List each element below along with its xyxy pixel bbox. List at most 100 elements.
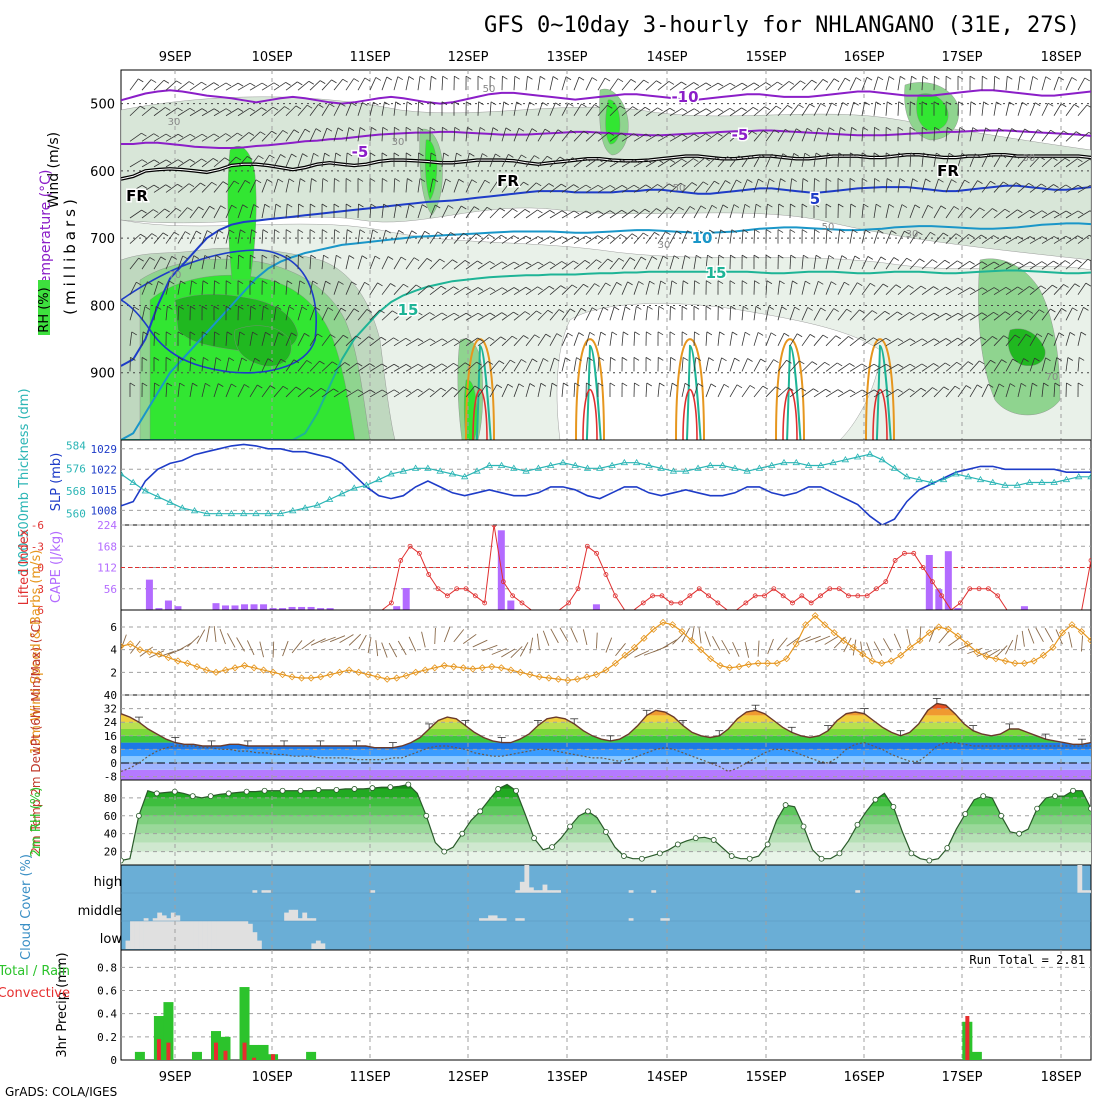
wind10m-barb <box>873 641 883 656</box>
wind-barb-feather <box>284 106 290 110</box>
wind-barb-feather <box>910 152 917 157</box>
wind-barb-feather <box>286 280 293 285</box>
wind10m-point <box>374 673 382 681</box>
wind-barb-feather <box>624 306 631 310</box>
thickness-point <box>706 461 715 468</box>
wind-barb <box>825 281 832 295</box>
wind-barb <box>285 359 295 372</box>
wind-barb <box>681 82 694 91</box>
wind-barb <box>573 308 582 321</box>
lifted-index-point <box>444 593 450 599</box>
wind-barb-feather <box>1072 307 1078 312</box>
wind-barb-feather <box>801 203 808 208</box>
wind-barb <box>729 306 732 321</box>
wind-barb-feather <box>461 205 467 210</box>
wind-barb <box>621 281 628 295</box>
wind-barb <box>537 210 550 219</box>
wind-barb-feather <box>597 184 604 189</box>
wind-barb-feather <box>320 387 327 392</box>
wind-barb <box>345 389 359 398</box>
rh2m-point <box>728 853 735 859</box>
pressure-axis-title: (millibars) <box>61 195 79 315</box>
wind-barb-feather <box>985 127 991 132</box>
cloud-bar-high <box>551 890 557 893</box>
wind-barb-feather <box>904 230 910 235</box>
wind-barb <box>933 286 946 296</box>
wind-barb <box>693 280 696 295</box>
wind-barb <box>1065 158 1078 168</box>
wind-barb <box>357 363 370 372</box>
cloud-bar-high <box>515 890 521 893</box>
wind-barb-feather <box>1056 357 1062 361</box>
wind-barb-feather <box>780 178 786 182</box>
lifted-index-point <box>846 593 851 599</box>
wind-barb-feather <box>518 127 525 132</box>
wind-barb <box>609 331 613 346</box>
wind-barb <box>921 387 933 398</box>
cloud-bar-middle <box>306 918 312 921</box>
wind-barb-feather <box>206 230 213 234</box>
rh2m-point <box>980 793 987 800</box>
wind-barb <box>357 336 369 347</box>
wind-barb-feather <box>413 257 420 262</box>
wind-barb-feather <box>923 152 929 157</box>
wind-barb <box>741 82 755 91</box>
wind-barb-feather <box>942 232 949 237</box>
wind-barb-feather <box>585 210 592 215</box>
wind-barb-feather <box>634 382 640 387</box>
rh-contour-label: 50 <box>822 222 835 233</box>
wind-barb <box>393 178 396 193</box>
rh-contour-label: 50 <box>1023 153 1036 164</box>
wind-barb-feather <box>848 336 854 340</box>
temp-contour-20 <box>575 338 605 440</box>
wind-barb <box>405 284 417 295</box>
cloud-bar-high <box>538 890 543 893</box>
wind-barb <box>981 127 987 142</box>
wind-barb <box>837 152 840 167</box>
temp-contour-15 <box>121 269 1091 440</box>
wind-barb <box>573 157 586 168</box>
wind-barb <box>633 79 644 91</box>
wind-barb-feather <box>766 280 773 285</box>
wind-barb-feather <box>474 385 480 390</box>
temp-tick-label: 0 <box>110 757 117 770</box>
wind-barb <box>333 362 346 372</box>
wind-barb <box>837 229 841 244</box>
convective-precip-bar <box>242 1042 247 1060</box>
rh2m-point <box>351 786 358 792</box>
wind-barb <box>129 282 137 295</box>
wind-barb <box>453 205 462 219</box>
wind-barb <box>489 153 496 168</box>
wind-barb-feather <box>676 230 682 235</box>
wind10m-point <box>402 672 410 680</box>
temp-contour-minus5 <box>121 129 1091 149</box>
wind-barb-feather <box>822 334 829 339</box>
wind-barb <box>369 363 383 372</box>
wind-barb-feather <box>1060 103 1067 108</box>
cloud-bar-low <box>125 940 131 949</box>
wind-axis-title: Wind (m/s) <box>46 132 62 208</box>
wind-barb-feather <box>839 229 845 234</box>
wind-barb <box>609 105 621 117</box>
wind-barb <box>789 178 793 193</box>
wind-barb-feather <box>982 75 988 80</box>
wind-barb <box>525 383 531 398</box>
wind-barb-feather <box>813 388 819 393</box>
thickness-point <box>804 461 813 468</box>
wind-barb-feather <box>334 178 340 182</box>
wind-barb <box>1017 76 1021 91</box>
thickness-tick-label: 568 <box>66 485 86 498</box>
wind-barb <box>393 283 404 295</box>
thickness-point <box>559 458 567 466</box>
wind-barb-feather <box>597 235 603 239</box>
wind-barb-feather <box>741 254 748 259</box>
wind-barb <box>933 362 946 372</box>
temp-contour-label: 5 <box>810 190 820 208</box>
wind-barb <box>1077 332 1082 346</box>
wind-barb <box>837 363 850 372</box>
rh-contour-label: 70 <box>1046 372 1059 383</box>
cloud-bar-low <box>179 921 185 949</box>
wind-barb-feather <box>1077 235 1083 240</box>
wind-barb <box>813 362 825 372</box>
wind-barb <box>429 285 442 296</box>
